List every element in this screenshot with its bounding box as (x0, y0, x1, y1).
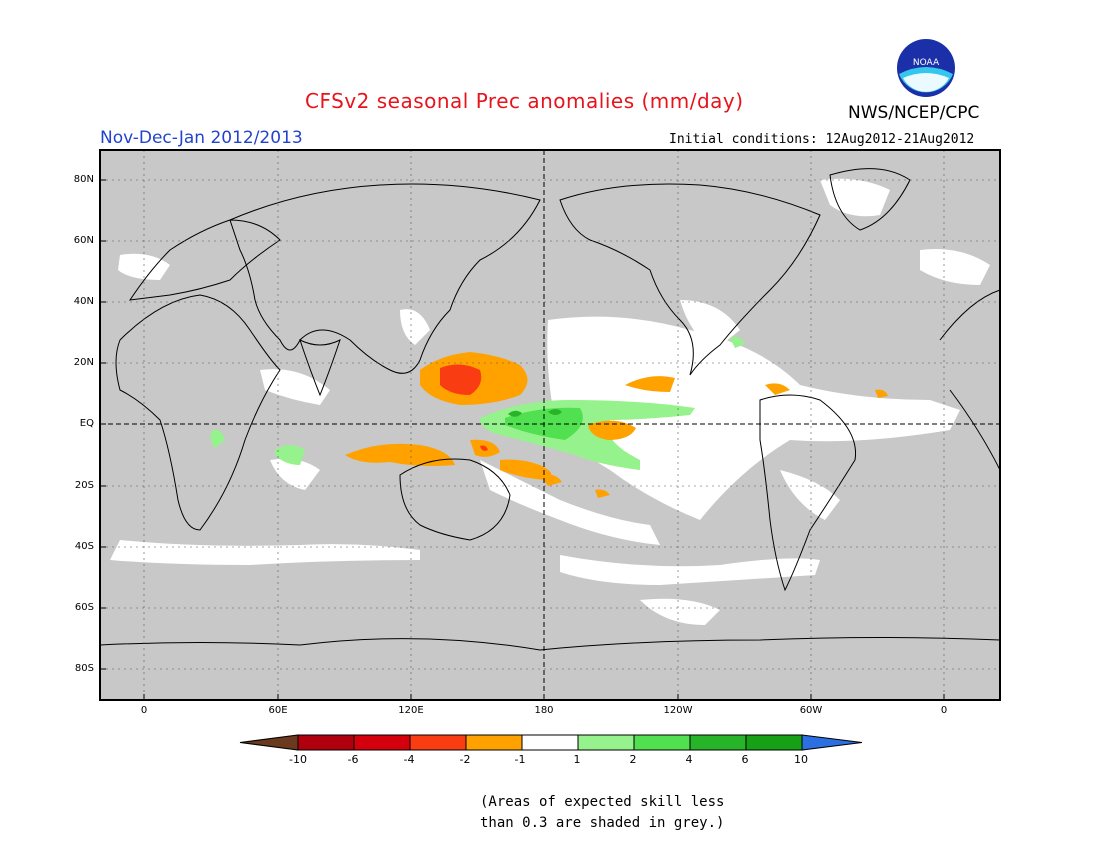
colorbar-swatch (297, 734, 355, 751)
map-border (99, 149, 1001, 701)
lon-label-0-east: 0 (940, 705, 948, 716)
colorbar-label-minus4: -4 (403, 753, 415, 766)
grid-lines (100, 150, 1000, 700)
lat-label-eq: EQ (79, 418, 94, 429)
colorbar-arrow-low (239, 734, 299, 751)
noaa-logo: NOAA (897, 39, 955, 97)
colorbar-label-4: 4 (685, 753, 693, 766)
tick-marks (100, 179, 945, 700)
reference-lines (100, 150, 1000, 700)
colorbar-label-minus1: -1 (514, 753, 526, 766)
colorbar-swatch (577, 734, 635, 751)
initial-conditions-label: Initial conditions: 12Aug2012-21Aug2012 (669, 132, 975, 147)
lat-label-40s: 40S (74, 541, 94, 552)
colorbar-swatch (633, 734, 691, 751)
colorbar-label-10: 10 (794, 753, 808, 766)
colorbar-label-minus6: -6 (347, 753, 359, 766)
lon-label-120w: 120W (663, 705, 693, 716)
footnote: (Areas of expected skill less than 0.3 a… (480, 792, 724, 834)
logo-text: NOAA (913, 58, 940, 68)
lat-label-20n: 20N (73, 357, 94, 368)
lon-label-120e: 120E (398, 705, 424, 716)
lon-label-180: 180 (534, 705, 554, 716)
footnote-line1: (Areas of expected skill less (480, 794, 725, 810)
colorbar-swatch (465, 734, 523, 751)
page-title: CFSv2 seasonal Prec anomalies (mm/day) (305, 89, 744, 113)
colorbar-swatch (353, 734, 411, 751)
negative-anomalies (345, 352, 888, 498)
lon-label-0: 0 (140, 705, 148, 716)
lat-label-60s: 60S (74, 602, 94, 613)
season-label: Nov-Dec-Jan 2012/2013 (100, 128, 303, 148)
colorbar-label-6: 6 (741, 753, 749, 766)
colorbar-label-minus2: -2 (459, 753, 471, 766)
colorbar-label-minus10: -10 (289, 753, 307, 766)
lat-label-80s: 80S (74, 663, 94, 674)
colorbar-swatch (689, 734, 747, 751)
lat-label-20s: 20S (74, 480, 94, 491)
lon-label-60e: 60E (268, 705, 288, 716)
organization-label: NWS/NCEP/CPC (848, 103, 980, 123)
lat-label-40n: 40N (73, 296, 94, 307)
positive-anomalies (210, 336, 745, 470)
colorbar-swatch (745, 734, 803, 751)
colorbar-label-1: 1 (573, 753, 581, 766)
colorbar-swatch (409, 734, 467, 751)
lat-label-80n: 80N (73, 174, 94, 185)
colorbar-arrow-high (801, 734, 863, 751)
colorbar-swatch (521, 734, 579, 751)
colorbar (239, 734, 863, 751)
lat-label-60n: 60N (73, 235, 94, 246)
coastlines (99, 168, 1001, 651)
lon-label-60w: 60W (799, 705, 823, 716)
footnote-line2: than 0.3 are shaded in grey.) (480, 815, 725, 831)
colorbar-label-2: 2 (629, 753, 637, 766)
skill-white-areas (110, 178, 990, 625)
